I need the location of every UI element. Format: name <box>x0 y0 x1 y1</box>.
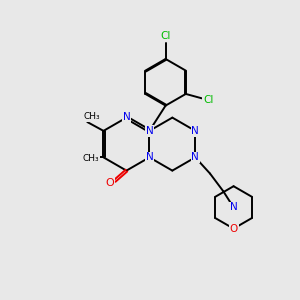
Text: O: O <box>230 224 238 234</box>
Text: O: O <box>105 178 114 188</box>
Text: N: N <box>191 126 199 136</box>
Text: CH₃: CH₃ <box>84 112 100 121</box>
Text: Cl: Cl <box>203 95 214 105</box>
Text: CH₃: CH₃ <box>82 154 99 163</box>
Text: N: N <box>191 152 199 162</box>
Text: N: N <box>230 202 237 212</box>
Text: N: N <box>146 152 153 162</box>
Text: N: N <box>123 112 130 122</box>
Text: N: N <box>146 126 153 136</box>
Text: Cl: Cl <box>160 31 171 41</box>
